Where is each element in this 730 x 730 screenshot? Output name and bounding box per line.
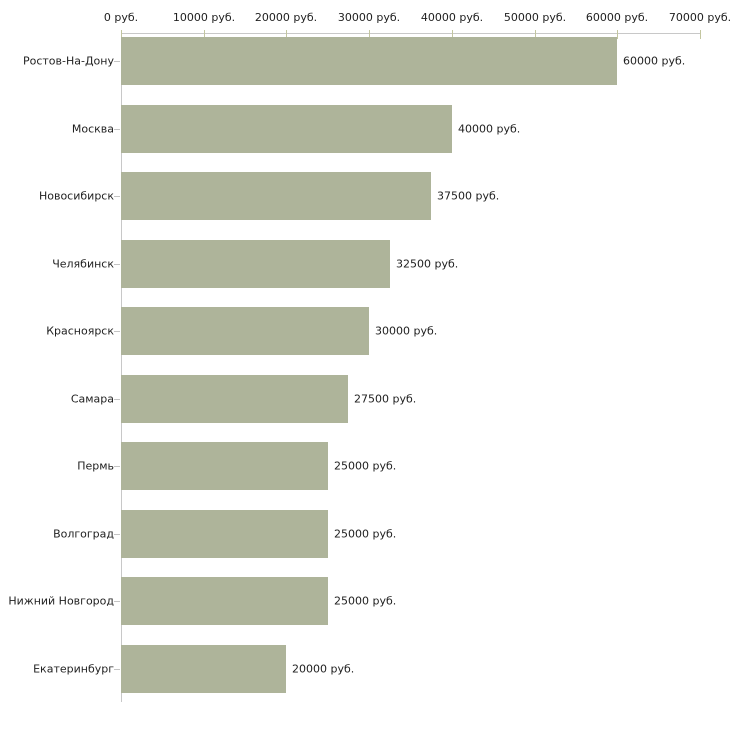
bar bbox=[121, 172, 431, 220]
category-label: Екатеринбург bbox=[33, 662, 114, 675]
category-tick bbox=[114, 264, 120, 265]
category-tick bbox=[114, 331, 120, 332]
y-axis-line bbox=[121, 33, 122, 702]
category-label: Волгоград bbox=[53, 527, 114, 540]
bar bbox=[121, 104, 452, 153]
x-axis-tick-label: 10000 руб. bbox=[172, 11, 236, 24]
x-axis-tick bbox=[369, 30, 370, 39]
category-label: Москва bbox=[71, 122, 114, 135]
x-axis-tick-label: 30000 руб. bbox=[337, 11, 401, 24]
value-label: 25000 руб. bbox=[334, 594, 397, 608]
x-axis-tick bbox=[617, 30, 618, 39]
bar bbox=[121, 307, 369, 355]
value-label: 30000 руб. bbox=[375, 324, 438, 338]
x-axis-tick-label: 50000 руб. bbox=[503, 11, 567, 24]
x-axis-tick bbox=[204, 30, 205, 39]
bar bbox=[121, 37, 617, 85]
value-label: 20000 руб. bbox=[292, 662, 355, 675]
x-axis-tick-label: 0 руб. bbox=[103, 11, 139, 24]
category-label: Ростов-На-Дону bbox=[22, 54, 114, 68]
bar bbox=[121, 577, 328, 625]
x-axis-tick-label: 20000 руб. bbox=[254, 11, 318, 24]
category-tick bbox=[114, 466, 120, 467]
value-label: 60000 руб. bbox=[623, 54, 686, 68]
category-tick bbox=[114, 399, 120, 400]
value-label: 40000 руб. bbox=[458, 122, 521, 135]
category-label: Нижний Новгород bbox=[8, 594, 114, 608]
category-label: Красноярск bbox=[46, 324, 114, 338]
category-tick bbox=[114, 534, 120, 535]
category-label: Пермь bbox=[77, 459, 114, 473]
x-axis-tick bbox=[535, 30, 536, 39]
x-axis-tick bbox=[700, 30, 701, 39]
value-label: 32500 руб. bbox=[396, 257, 459, 270]
x-axis-line bbox=[121, 33, 701, 34]
value-label: 27500 руб. bbox=[354, 392, 417, 405]
x-axis-tick bbox=[286, 30, 287, 39]
bar bbox=[121, 644, 286, 693]
value-label: 37500 руб. bbox=[437, 189, 500, 203]
x-axis-tick-label: 40000 руб. bbox=[420, 11, 484, 24]
category-tick bbox=[114, 669, 120, 670]
category-label: Самара bbox=[70, 392, 114, 405]
bar bbox=[121, 509, 328, 558]
bar bbox=[121, 239, 390, 288]
bar bbox=[121, 374, 348, 423]
x-axis-tick-label: 70000 руб. bbox=[668, 11, 730, 24]
category-tick bbox=[114, 196, 120, 197]
category-tick bbox=[114, 129, 120, 130]
x-axis-tick bbox=[121, 30, 122, 39]
bar bbox=[121, 442, 328, 490]
value-label: 25000 руб. bbox=[334, 527, 397, 540]
category-label: Челябинск bbox=[52, 257, 114, 270]
x-axis-tick-label: 60000 руб. bbox=[585, 11, 649, 24]
x-axis-tick bbox=[452, 30, 453, 39]
value-label: 25000 руб. bbox=[334, 459, 397, 473]
category-tick bbox=[114, 601, 120, 602]
category-tick bbox=[114, 61, 120, 62]
category-label: Новосибирск bbox=[38, 189, 114, 203]
